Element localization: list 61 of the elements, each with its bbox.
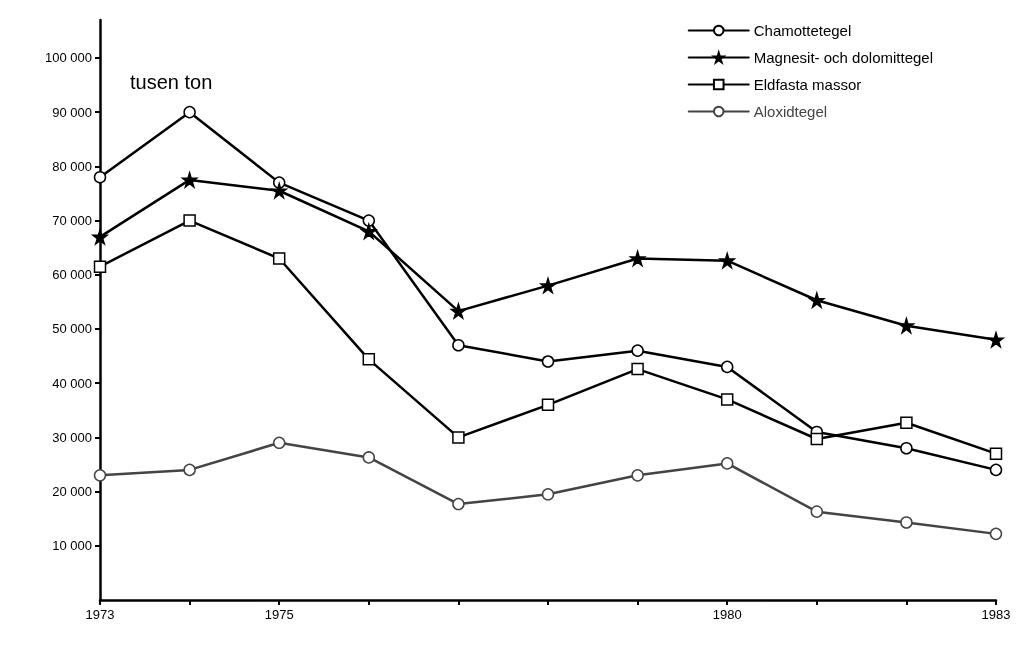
y-tick-label: 90 000	[52, 104, 92, 120]
point	[362, 214, 376, 227]
point	[362, 353, 376, 366]
point	[93, 260, 107, 273]
y-tick-label: 50 000	[52, 321, 92, 337]
point	[898, 317, 915, 334]
point	[629, 250, 646, 267]
point	[452, 497, 465, 511]
y-tick-label: 70 000	[52, 213, 92, 229]
point	[183, 463, 196, 477]
point	[989, 527, 1003, 541]
point	[452, 431, 465, 444]
point	[900, 516, 913, 529]
legend-label: Magnesit- och dolomittegel	[753, 49, 934, 66]
y-tick-label: 30 000	[52, 429, 92, 445]
point	[181, 172, 198, 188]
point	[810, 432, 824, 446]
y-tick-label: 60 000	[52, 267, 92, 283]
y-tick-label: 10 000	[52, 538, 92, 554]
x-tick-label: 1973	[85, 607, 115, 622]
point	[809, 292, 825, 308]
point	[810, 505, 824, 518]
point	[631, 469, 644, 482]
y-axis-title: tusen ton	[130, 71, 213, 93]
point	[900, 441, 913, 455]
point	[271, 183, 287, 199]
point	[988, 332, 1004, 348]
point	[631, 362, 644, 376]
point	[720, 360, 734, 374]
point	[452, 338, 465, 352]
point	[541, 355, 555, 368]
x-tick-label: 1980	[712, 607, 742, 622]
point	[272, 252, 286, 265]
legend-label: Chamottetegel	[753, 22, 852, 39]
point	[362, 451, 376, 464]
point	[900, 416, 913, 429]
point	[183, 214, 196, 227]
y-tick-label: 20 000	[52, 484, 92, 500]
point	[183, 105, 196, 119]
point	[540, 277, 556, 294]
point	[361, 223, 377, 240]
point	[989, 447, 1003, 460]
y-tick-label: 100 000	[45, 50, 92, 66]
y-tick-label: 40 000	[52, 375, 92, 391]
legend-label: Eldfasta massor	[753, 76, 862, 93]
point	[719, 252, 735, 269]
point	[720, 393, 734, 406]
point	[541, 488, 555, 501]
point	[450, 303, 467, 319]
point	[541, 398, 555, 412]
legend-label: Aloxidtegel	[753, 103, 828, 120]
point	[272, 436, 286, 450]
point	[93, 170, 107, 184]
x-tick-label: 1983	[981, 607, 1011, 622]
point	[92, 229, 108, 245]
y-tick-label: 80 000	[52, 158, 92, 174]
point	[631, 344, 644, 357]
point	[989, 463, 1003, 477]
point	[720, 457, 734, 470]
x-tick-label: 1975	[264, 607, 294, 622]
point	[93, 469, 107, 482]
